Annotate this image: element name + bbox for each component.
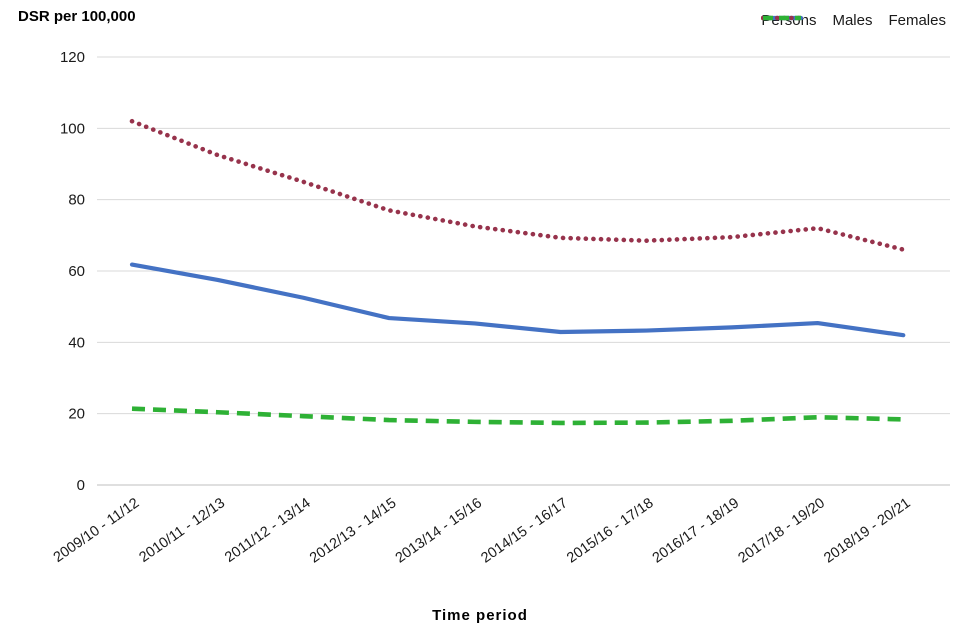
- x-tick-label: 2014/15 - 16/17: [478, 495, 570, 566]
- legend: Persons Males Females: [761, 12, 946, 29]
- series-line-persons: [129, 262, 906, 338]
- legend-label: Males: [832, 12, 873, 29]
- y-tick-label: 80: [68, 192, 85, 209]
- series-line-males: [129, 118, 906, 252]
- x-tick-label: 2018/19 - 20/21: [821, 495, 913, 566]
- x-tick-label: 2013/14 - 15/16: [393, 495, 485, 566]
- x-tick-label: 2012/13 - 14/15: [307, 495, 399, 566]
- legend-line-sample-dashed: [763, 15, 802, 21]
- legend-item-males: Males: [761, 12, 873, 29]
- y-tick-label: 120: [60, 49, 85, 66]
- x-tick-label: 2015/16 - 17/18: [564, 495, 656, 566]
- x-tick-label: 2017/18 - 19/20: [735, 495, 827, 566]
- legend-item-females: Females: [763, 12, 946, 29]
- x-tick-label: 2011/12 - 13/14: [222, 495, 314, 566]
- y-tick-label: 20: [68, 406, 85, 423]
- y-tick-label: 60: [68, 263, 85, 280]
- x-tick-label: 2010/11 - 12/13: [136, 495, 228, 566]
- x-axis-title: Time period: [432, 607, 528, 624]
- x-tick-label: 2016/17 - 18/19: [650, 495, 742, 566]
- y-tick-label: 0: [77, 477, 85, 494]
- y-axis-title: DSR per 100,000: [18, 8, 136, 25]
- x-tick-label: 2009/10 - 11/12: [51, 495, 143, 566]
- series-line-females: [131, 406, 904, 426]
- y-tick-label: 40: [68, 334, 85, 351]
- legend-label: Females: [888, 12, 946, 29]
- y-tick-label: 100: [60, 120, 85, 137]
